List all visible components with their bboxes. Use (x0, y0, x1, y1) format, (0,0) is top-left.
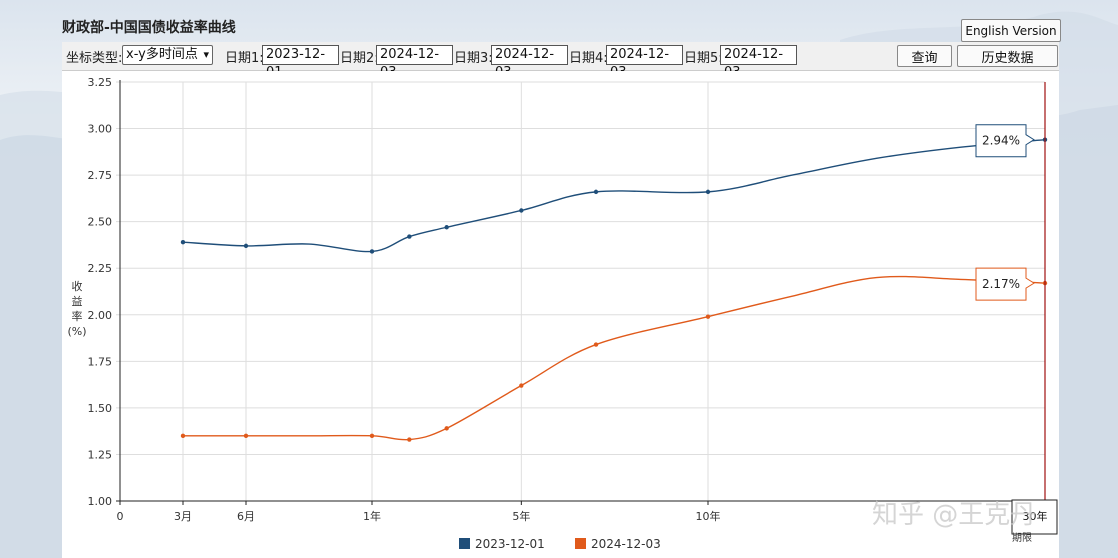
tooltip-value: 2.17% (982, 277, 1020, 291)
date5-input[interactable]: 2024-12-03 (720, 45, 797, 80)
data-point (243, 433, 249, 439)
x-tick-label: 1年 (363, 509, 381, 523)
date1-label: 日期1: (225, 51, 264, 66)
data-point (407, 234, 412, 239)
y-axis-label: 率 (72, 309, 83, 323)
legend-label-2: 2024-12-03 (591, 537, 661, 551)
tooltip-1: 2.94% (975, 124, 1035, 158)
data-point (243, 243, 249, 249)
y-tick-label: 3.25 (88, 76, 113, 89)
y-tick-label: 1.25 (88, 448, 113, 461)
data-point (444, 426, 449, 431)
x-tick-label: 6月 (237, 510, 255, 523)
grid-layer (116, 81, 1045, 502)
series-line-1 (182, 139, 1046, 253)
y-tick-label: 2.00 (88, 309, 113, 322)
data-point (180, 433, 186, 439)
data-point (369, 249, 375, 254)
tooltip-value: 2.94% (982, 134, 1020, 148)
series-layer (180, 137, 1048, 442)
x-tick-label: 10年 (696, 509, 721, 523)
x-axis-title: 期限 (1012, 532, 1032, 544)
y-axis-label: (%) (67, 325, 86, 338)
coord-type-label: 坐标类型: (66, 51, 123, 66)
cursor-x-value: 30年 (1023, 509, 1048, 523)
query-toolbar: 坐标类型: x-y多时间点 ▾ 日期1: 2023-12-01 日期2: 202… (62, 42, 1059, 80)
data-point (593, 342, 599, 347)
english-version-button[interactable]: English Version (961, 19, 1061, 42)
history-data-button[interactable]: 历史数据 (957, 45, 1058, 67)
y-tick-label: 2.75 (88, 169, 113, 182)
page-title: 财政部-中国国债收益率曲线 (62, 20, 236, 36)
x-tick-label: 3月 (174, 510, 192, 523)
date3-label: 日期3: (454, 51, 493, 66)
data-point (519, 383, 524, 388)
x-tick-label: 5年 (512, 509, 530, 523)
legend-swatch-1 (459, 538, 470, 549)
cursor-label-box (1011, 499, 1058, 535)
y-tick-label: 2.25 (88, 262, 113, 275)
coord-type-select[interactable]: x-y多时间点 ▾ (122, 45, 213, 65)
legend-label-1: 2023-12-01 (475, 537, 545, 551)
data-point (705, 314, 711, 319)
y-axis-label: 收 (72, 279, 83, 293)
series-line-2 (182, 275, 1046, 441)
y-tick-label: 1.75 (88, 355, 113, 368)
axis-layer: 1.00 1.25 1.50 1.75 2.00 2.25 2.50 2.75 3.00 3.25… (67, 76, 1045, 523)
y-tick-label: 3.00 (88, 123, 113, 136)
date5-label: 日期5: (684, 51, 723, 66)
data-point (444, 225, 449, 230)
data-point (519, 208, 524, 213)
date2-label: 日期2: (340, 51, 379, 66)
tooltip-box (975, 124, 1035, 158)
tooltip-box (975, 267, 1035, 301)
y-axis-label: 益 (72, 294, 83, 308)
data-point (407, 437, 412, 442)
chevron-down-icon: ▾ (203, 48, 209, 61)
date4-label: 日期4: (569, 51, 608, 66)
x-tick-label: 0 (117, 510, 124, 523)
query-button[interactable]: 查询 (897, 45, 952, 67)
data-point (593, 189, 599, 195)
data-point (369, 433, 375, 439)
legend-swatch-2 (575, 538, 586, 549)
data-point (180, 239, 186, 245)
y-tick-label: 1.50 (88, 402, 113, 415)
data-point (705, 189, 711, 195)
y-tick-label: 2.50 (88, 216, 113, 229)
watermark-text: 知乎 @王克丹 (872, 500, 1036, 530)
tooltip-2: 2.17% (975, 267, 1035, 301)
coord-type-value: x-y多时间点 (126, 47, 198, 62)
y-tick-label: 1.00 (88, 495, 113, 508)
